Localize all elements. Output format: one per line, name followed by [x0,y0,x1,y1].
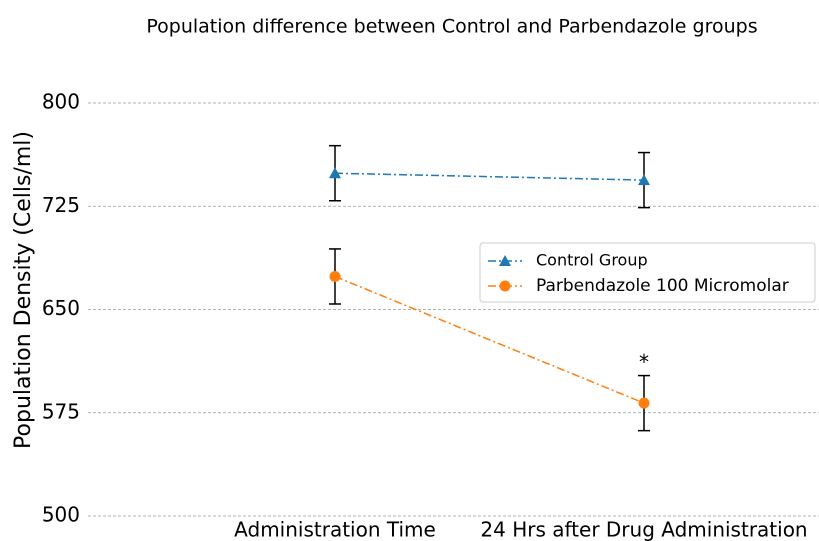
legend-marker [499,280,511,292]
marker [638,174,650,186]
legend-label: Control Group [536,251,648,270]
legend-box [479,242,816,303]
y-tick-label: 500 [42,503,80,527]
line [334,275,645,404]
line [334,172,645,181]
y-tick-label: 725 [42,193,80,217]
y-tick-label: 650 [42,296,80,320]
legend-marker [499,255,511,266]
x-tick-label: 24 Hrs after Drug Administration [480,518,807,541]
y-tick-label: 575 [42,399,80,423]
marker [329,270,341,282]
annotation: * [639,350,649,374]
marker [638,397,650,409]
chart-title: Population difference between Control an… [146,16,757,38]
x-tick-label: Administration Time [234,518,436,541]
marker [329,167,341,179]
y-axis-label: Population Density (Cells/ml) [11,131,36,449]
legend-label: Parbendazole 100 Micromolar [536,276,789,296]
y-tick-label: 800 [42,90,80,114]
